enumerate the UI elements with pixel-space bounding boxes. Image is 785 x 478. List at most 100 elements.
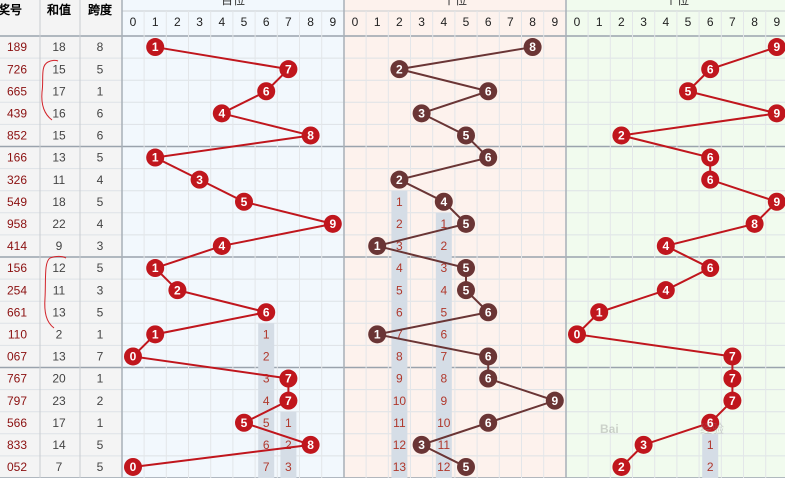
digit-ball	[390, 170, 409, 189]
miss-count: 10	[393, 394, 407, 408]
sum-value: 23	[52, 394, 66, 408]
sum-value: 14	[52, 438, 66, 452]
period-num: 549	[7, 195, 27, 209]
digit-ball-label: 7	[729, 350, 736, 364]
period-num: 439	[7, 107, 27, 121]
digit-label: 0	[130, 15, 137, 29]
digit-ball	[257, 82, 276, 101]
span-value: 5	[97, 261, 104, 275]
digit-label: 8	[307, 15, 314, 29]
period-num: 254	[7, 283, 27, 297]
digit-ball	[457, 126, 475, 145]
sum-value: 13	[52, 305, 66, 319]
digit-ball	[457, 457, 475, 476]
miss-column	[435, 212, 452, 478]
miss-count: 7	[396, 328, 403, 342]
digit-ball-label: 7	[285, 394, 292, 408]
digit-ball-label: 6	[707, 62, 714, 76]
miss-count: 9	[440, 394, 447, 408]
digit-ball-label: 1	[152, 328, 159, 342]
digit-label: 3	[196, 15, 203, 29]
digit-label: 6	[707, 15, 714, 29]
digit-ball-label: 0	[130, 460, 137, 474]
span-value: 4	[97, 173, 104, 187]
digit-ball	[368, 236, 387, 255]
digit-ball	[590, 303, 609, 322]
period-num: 797	[7, 394, 27, 408]
sum-value: 9	[56, 239, 63, 253]
digit-ball	[545, 391, 564, 410]
digit-ball	[479, 148, 498, 167]
sum-value: 13	[52, 350, 66, 364]
digit-ball	[479, 369, 498, 388]
section-title: 百位	[221, 0, 245, 7]
digit-label: 9	[773, 15, 780, 29]
sum-value: 13	[52, 151, 66, 165]
watermark: Bai 经验	[600, 421, 724, 436]
miss-count: 1	[707, 438, 714, 452]
ball-layer: 1764813594126107758082635624515561669635…	[124, 38, 785, 476]
digit-ball	[301, 126, 320, 145]
digit-label: 9	[329, 15, 336, 29]
miss-count: 3	[440, 261, 447, 275]
digit-ball-label: 6	[485, 350, 492, 364]
digit-label: 7	[507, 15, 514, 29]
digit-label: 8	[529, 15, 536, 29]
digit-ball-label: 5	[463, 460, 470, 474]
digit-ball-label: 4	[440, 195, 447, 209]
sum-value: 18	[52, 195, 66, 209]
digit-ball-label: 6	[707, 416, 714, 430]
miss-count: 11	[393, 416, 406, 430]
digit-ball	[701, 60, 720, 79]
digit-ball	[146, 259, 165, 278]
miss-count: 5	[440, 305, 447, 319]
digit-ball-label: 9	[773, 107, 780, 121]
miss-count: 4	[440, 283, 447, 297]
sum-value: 16	[52, 107, 66, 121]
span-value: 1	[97, 84, 104, 98]
period-num: 067	[7, 350, 27, 364]
section-bg	[566, 0, 785, 478]
watermark-text: 经验	[700, 421, 724, 436]
digit-label: 0	[574, 15, 581, 29]
digit-ball	[723, 391, 742, 410]
digit-ball-label: 3	[640, 438, 647, 452]
miss-count: 2	[396, 217, 403, 231]
period-num: 052	[7, 460, 27, 474]
digit-ball-label: 8	[307, 438, 314, 452]
span-value: 6	[97, 107, 104, 121]
hand-annotation	[41, 59, 59, 121]
digit-ball-label: 6	[707, 173, 714, 187]
digit-ball-label: 6	[485, 84, 492, 98]
digit-label: 1	[596, 15, 603, 29]
digit-ball-label: 9	[551, 394, 558, 408]
digit-ball	[634, 435, 653, 454]
digit-label: 2	[396, 15, 403, 29]
miss-count: 1	[440, 217, 447, 231]
sum-value: 18	[52, 40, 66, 54]
digit-ball	[656, 236, 675, 255]
span-value: 2	[97, 394, 104, 408]
digit-label: 5	[685, 15, 692, 29]
digit-label: 7	[729, 15, 736, 29]
digit-ball	[146, 38, 165, 57]
digit-ball-label: 6	[485, 416, 492, 430]
digit-ball-label: 9	[773, 40, 780, 54]
digit-ball-label: 2	[396, 62, 403, 76]
digit-ball	[124, 347, 142, 366]
digit-ball-label: 1	[374, 239, 381, 253]
digit-ball-label: 5	[463, 261, 470, 275]
sum-value: 11	[53, 173, 66, 187]
section-title: 十位	[443, 0, 467, 7]
span-value: 8	[97, 40, 104, 54]
digit-ball	[279, 391, 298, 410]
sum-value: 22	[52, 217, 66, 231]
digit-ball-label: 8	[751, 217, 758, 231]
miss-count: 2	[440, 239, 447, 253]
digit-ball	[279, 60, 298, 79]
sum-value: 15	[52, 129, 66, 143]
digit-ball	[235, 413, 253, 432]
digit-ball	[190, 170, 209, 189]
miss-count: 5	[263, 416, 270, 430]
digit-ball-label: 6	[485, 151, 492, 165]
